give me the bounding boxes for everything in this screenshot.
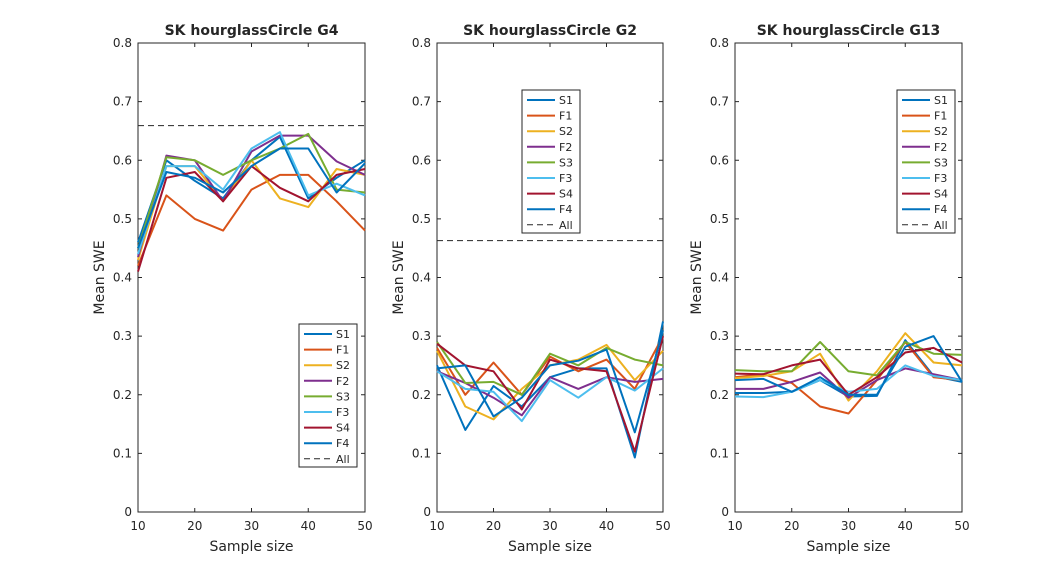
- legend-label-s1: S1: [934, 94, 948, 107]
- legend-label-f1: F1: [934, 110, 947, 123]
- y-tick-label: 0.8: [412, 36, 431, 50]
- series-line-f2: [436, 370, 664, 417]
- y-tick-label: 0: [423, 505, 431, 519]
- y-tick-label: 0.2: [710, 388, 729, 402]
- legend-label-s2: S2: [934, 125, 948, 138]
- x-tick-label: 50: [357, 519, 372, 533]
- series-line-f3: [436, 367, 664, 423]
- series-line-s2: [734, 332, 963, 402]
- series-line-f3: [734, 364, 963, 399]
- legend-label-s3: S3: [559, 156, 573, 169]
- x-tick-label: 40: [599, 519, 614, 533]
- x-tick-label: 30: [542, 519, 557, 533]
- y-tick-label: 0: [124, 505, 132, 519]
- legend-label-f3: F3: [559, 172, 572, 185]
- legend-label-s1: S1: [559, 94, 573, 107]
- series-line-f1: [734, 341, 963, 415]
- chart-title: SK hourglassCircle G2: [463, 23, 637, 39]
- legend-label-f4: F4: [336, 437, 349, 450]
- y-tick-label: 0.8: [113, 36, 132, 50]
- y-tick-label: 0.5: [412, 212, 431, 226]
- series-line-f4: [734, 335, 963, 396]
- legend-label-f2: F2: [336, 375, 349, 388]
- legend-label-s4: S4: [934, 188, 948, 201]
- legend-label-s3: S3: [934, 156, 948, 169]
- x-axis-label: Sample size: [508, 539, 592, 555]
- legend-label-all: All: [559, 219, 573, 232]
- y-axis-label: Mean SWE: [92, 240, 108, 314]
- x-axis-label: Sample size: [806, 539, 890, 555]
- legend: S1 F1 S2 F2 S3 F3 S4 F4 All: [298, 323, 358, 468]
- y-tick-label: 0.3: [710, 329, 729, 343]
- series-line-f3: [137, 131, 366, 255]
- x-tick-label: 10: [727, 519, 742, 533]
- x-tick-label: 50: [655, 519, 670, 533]
- y-tick-label: 0.3: [412, 329, 431, 343]
- y-tick-label: 0: [721, 505, 729, 519]
- y-tick-label: 0.7: [412, 95, 431, 109]
- y-tick-label: 0.4: [412, 271, 431, 285]
- legend-label-s1: S1: [336, 328, 350, 341]
- y-tick-label: 0.7: [710, 95, 729, 109]
- legend-label-all: All: [934, 219, 948, 232]
- y-tick-label: 0.5: [710, 212, 729, 226]
- x-tick-label: 40: [898, 519, 913, 533]
- x-tick-label: 30: [841, 519, 856, 533]
- x-tick-label: 50: [954, 519, 969, 533]
- x-tick-label: 40: [301, 519, 316, 533]
- series-line-s3: [137, 132, 366, 249]
- y-tick-label: 0.4: [710, 271, 729, 285]
- y-axis-label: Mean SWE: [689, 240, 705, 314]
- y-tick-label: 0.7: [113, 95, 132, 109]
- legend: S1 F1 S2 F2 S3 F3 S4 F4 All: [896, 89, 956, 234]
- chart-title: SK hourglassCircle G4: [165, 23, 339, 39]
- x-tick-label: 10: [429, 519, 444, 533]
- y-tick-label: 0.6: [412, 153, 431, 167]
- y-tick-label: 0.4: [113, 271, 132, 285]
- legend-label-f1: F1: [336, 344, 349, 357]
- legend-label-f4: F4: [559, 203, 572, 216]
- series-line-f1: [137, 173, 366, 267]
- y-tick-label: 0.1: [412, 446, 431, 460]
- legend-label-s2: S2: [336, 359, 350, 372]
- y-tick-label: 0.3: [113, 329, 132, 343]
- chart-3: 0 0.1 0.2 0.3 0.4 0.5 0.6 0.7 0.8 10 20 30 40 50 SK ho…: [689, 23, 970, 555]
- y-tick-label: 0.1: [710, 446, 729, 460]
- y-tick-label: 0.6: [113, 153, 132, 167]
- x-tick-label: 20: [486, 519, 501, 533]
- legend-label-s3: S3: [336, 390, 350, 403]
- series-line-f2: [137, 134, 366, 258]
- x-tick-label: 10: [130, 519, 145, 533]
- series-line-f4: [137, 147, 366, 249]
- legend: S1 F1 S2 F2 S3 F3 S4 F4 All: [521, 89, 581, 234]
- legend-label-f2: F2: [559, 141, 572, 154]
- legend-label-all: All: [336, 453, 350, 466]
- legend-label-f2: F2: [934, 141, 947, 154]
- legend-label-s4: S4: [559, 188, 573, 201]
- y-tick-label: 0.2: [412, 388, 431, 402]
- legend-label-f4: F4: [934, 203, 947, 216]
- legend-label-s2: S2: [559, 125, 573, 138]
- legend-label-f3: F3: [934, 172, 947, 185]
- x-tick-label: 20: [187, 519, 202, 533]
- series-line-f4: [436, 330, 664, 434]
- x-axis-label: Sample size: [209, 539, 293, 555]
- chart-title: SK hourglassCircle G13: [757, 23, 941, 39]
- chart-2: 0 0.1 0.2 0.3 0.4 0.5 0.6 0.7 0.8 10 20 30 40 50 SK ho…: [391, 23, 671, 555]
- legend-label-s4: S4: [336, 422, 350, 435]
- series-line-s4: [436, 335, 664, 453]
- legend-label-f1: F1: [559, 110, 572, 123]
- x-tick-label: 30: [244, 519, 259, 533]
- y-tick-label: 0.1: [113, 446, 132, 460]
- chart-1: 0 0.1 0.2 0.3 0.4 0.5 0.6 0.7 0.8 10 20 30 40 50 SK ho…: [92, 23, 373, 555]
- legend-label-f3: F3: [336, 406, 349, 419]
- x-tick-label: 20: [784, 519, 799, 533]
- y-axis-label: Mean SWE: [391, 240, 407, 314]
- y-tick-label: 0.2: [113, 388, 132, 402]
- y-tick-label: 0.8: [710, 36, 729, 50]
- y-tick-label: 0.5: [113, 212, 132, 226]
- y-tick-label: 0.6: [710, 153, 729, 167]
